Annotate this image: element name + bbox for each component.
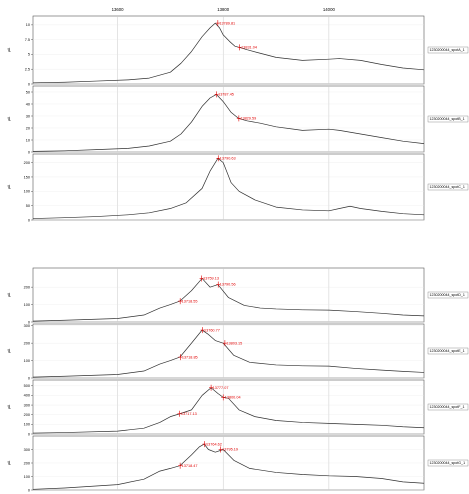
y-tick-label: 400	[24, 394, 30, 398]
y-tick-label: 100	[24, 423, 30, 427]
panel-frame	[32, 15, 425, 85]
y-tick-label: 500	[24, 384, 30, 388]
peak-label: 13803.15	[226, 341, 242, 345]
y-tick-label: 40	[26, 102, 30, 106]
legend-label: 1230200044_spotC_1	[430, 185, 465, 189]
y-axis-label: µA	[7, 292, 11, 297]
y-tick-label: 10	[26, 23, 30, 27]
peak-label: 13787.45	[218, 93, 234, 97]
legend-box	[427, 403, 469, 411]
peak-label: 13760.77	[204, 328, 220, 332]
series-line	[32, 157, 425, 219]
chart-panel: 0 10 20 30 40 50 µA 13787.45 13829.59 1230200044_…	[7, 85, 469, 154]
y-axis-label: µA	[7, 116, 11, 121]
peak-label: 13718.55	[182, 299, 198, 303]
legend-box	[427, 183, 469, 191]
legend-box	[427, 347, 469, 355]
peak-label: 13718.85	[182, 355, 198, 359]
legend-label: 1230200044_spotG_1	[430, 461, 466, 465]
y-axis-label: µA	[7, 184, 11, 189]
y-tick-label: 50	[26, 90, 30, 94]
peak-label: 13795.19	[222, 448, 238, 452]
y-tick-label: 200	[24, 461, 30, 465]
x-tick-label: 13600	[112, 7, 125, 12]
legend-label: 1230200044_spotB_1	[430, 117, 465, 121]
y-tick-label: 200	[24, 161, 30, 165]
panel-frame	[32, 379, 425, 435]
y-tick-label: 0	[28, 150, 30, 154]
x-axis-top: 13600 13800 14000	[112, 7, 336, 12]
legend-box	[427, 46, 469, 54]
panel-frame	[32, 323, 425, 379]
legend-label: 1230200044_spotD_1	[430, 293, 465, 297]
y-axis-label: µA	[7, 404, 11, 409]
legend-label: 1230200044_spotE_1	[430, 349, 465, 353]
panel-frame	[32, 267, 425, 323]
panel-frame	[32, 85, 425, 153]
peak-label: 13829.59	[240, 117, 256, 121]
peak-label: 13789.81	[219, 21, 235, 25]
panel-frame	[32, 153, 425, 221]
legend-label: 1230200044_spotF_1	[430, 405, 465, 409]
y-tick-label: 100	[24, 190, 30, 194]
series-line	[32, 329, 425, 378]
peak-label: 13764.62	[206, 442, 222, 446]
y-tick-label: 0	[28, 432, 30, 436]
y-tick-label: 5	[28, 53, 30, 57]
series-line	[32, 443, 425, 490]
series-line	[32, 94, 425, 152]
y-tick-label: 2.5	[25, 68, 30, 72]
y-tick-label: 10	[26, 138, 30, 142]
y-tick-label: 0	[28, 376, 30, 380]
y-tick-label: 200	[24, 285, 30, 289]
y-tick-label: 50	[26, 204, 30, 208]
legend-box	[427, 115, 469, 123]
series-line	[32, 22, 425, 84]
y-tick-label: 100	[24, 303, 30, 307]
y-tick-label: 0	[28, 82, 30, 86]
y-tick-label: 20	[26, 126, 30, 130]
legend-box	[427, 459, 469, 467]
y-tick-label: 300	[24, 324, 30, 328]
y-axis-label: µA	[7, 460, 11, 465]
chart-panel: 0 2.5 5 7.5 10 µA 13789.81 13831.04 1230200044_s…	[7, 15, 469, 86]
y-tick-label: 300	[24, 448, 30, 452]
chart-panel: 0 100 200 300 400 500 µA 13717.13 13777.07 13800.…	[7, 379, 469, 436]
chart-panels: 0 2.5 5 7.5 10 µA 13789.81 13831.04 1230200044_s…	[7, 15, 469, 492]
y-tick-label: 0	[28, 218, 30, 222]
x-tick-label: 14000	[323, 7, 336, 12]
y-tick-label: 30	[26, 114, 30, 118]
y-tick-label: 300	[24, 403, 30, 407]
series-line	[32, 387, 425, 434]
x-tick-label: 13800	[217, 7, 230, 12]
y-tick-label: 0	[28, 488, 30, 492]
y-tick-label: 100	[24, 359, 30, 363]
y-tick-label: 200	[24, 341, 30, 345]
peak-label: 13759.13	[203, 277, 219, 281]
peak-label: 13777.07	[213, 386, 229, 390]
peak-label: 13800.04	[225, 396, 241, 400]
y-tick-label: 100	[24, 475, 30, 479]
y-tick-label: 0	[28, 320, 30, 324]
legend-box	[427, 291, 469, 299]
chart-panel: 0 100 200 300 µA 13718.85 13760.77 13803.15 1230…	[7, 323, 469, 380]
peak-label: 13718.47	[182, 464, 198, 468]
y-axis-label: µA	[7, 348, 11, 353]
peak-label: 13717.13	[181, 412, 197, 416]
peak-label: 13790.56	[220, 283, 236, 287]
legend-label: 1230200044_spotA_1	[430, 48, 465, 52]
peak-label: 13790.63	[220, 157, 236, 161]
y-tick-label: 150	[24, 175, 30, 179]
y-tick-label: 200	[24, 413, 30, 417]
chart-panel: 0 50 100 150 200 µA 13790.63 1230200044_spotC_1	[7, 153, 469, 222]
y-axis-label: µA	[7, 47, 11, 52]
y-tick-label: 7.5	[25, 38, 30, 42]
peak-label: 13831.04	[241, 46, 257, 50]
